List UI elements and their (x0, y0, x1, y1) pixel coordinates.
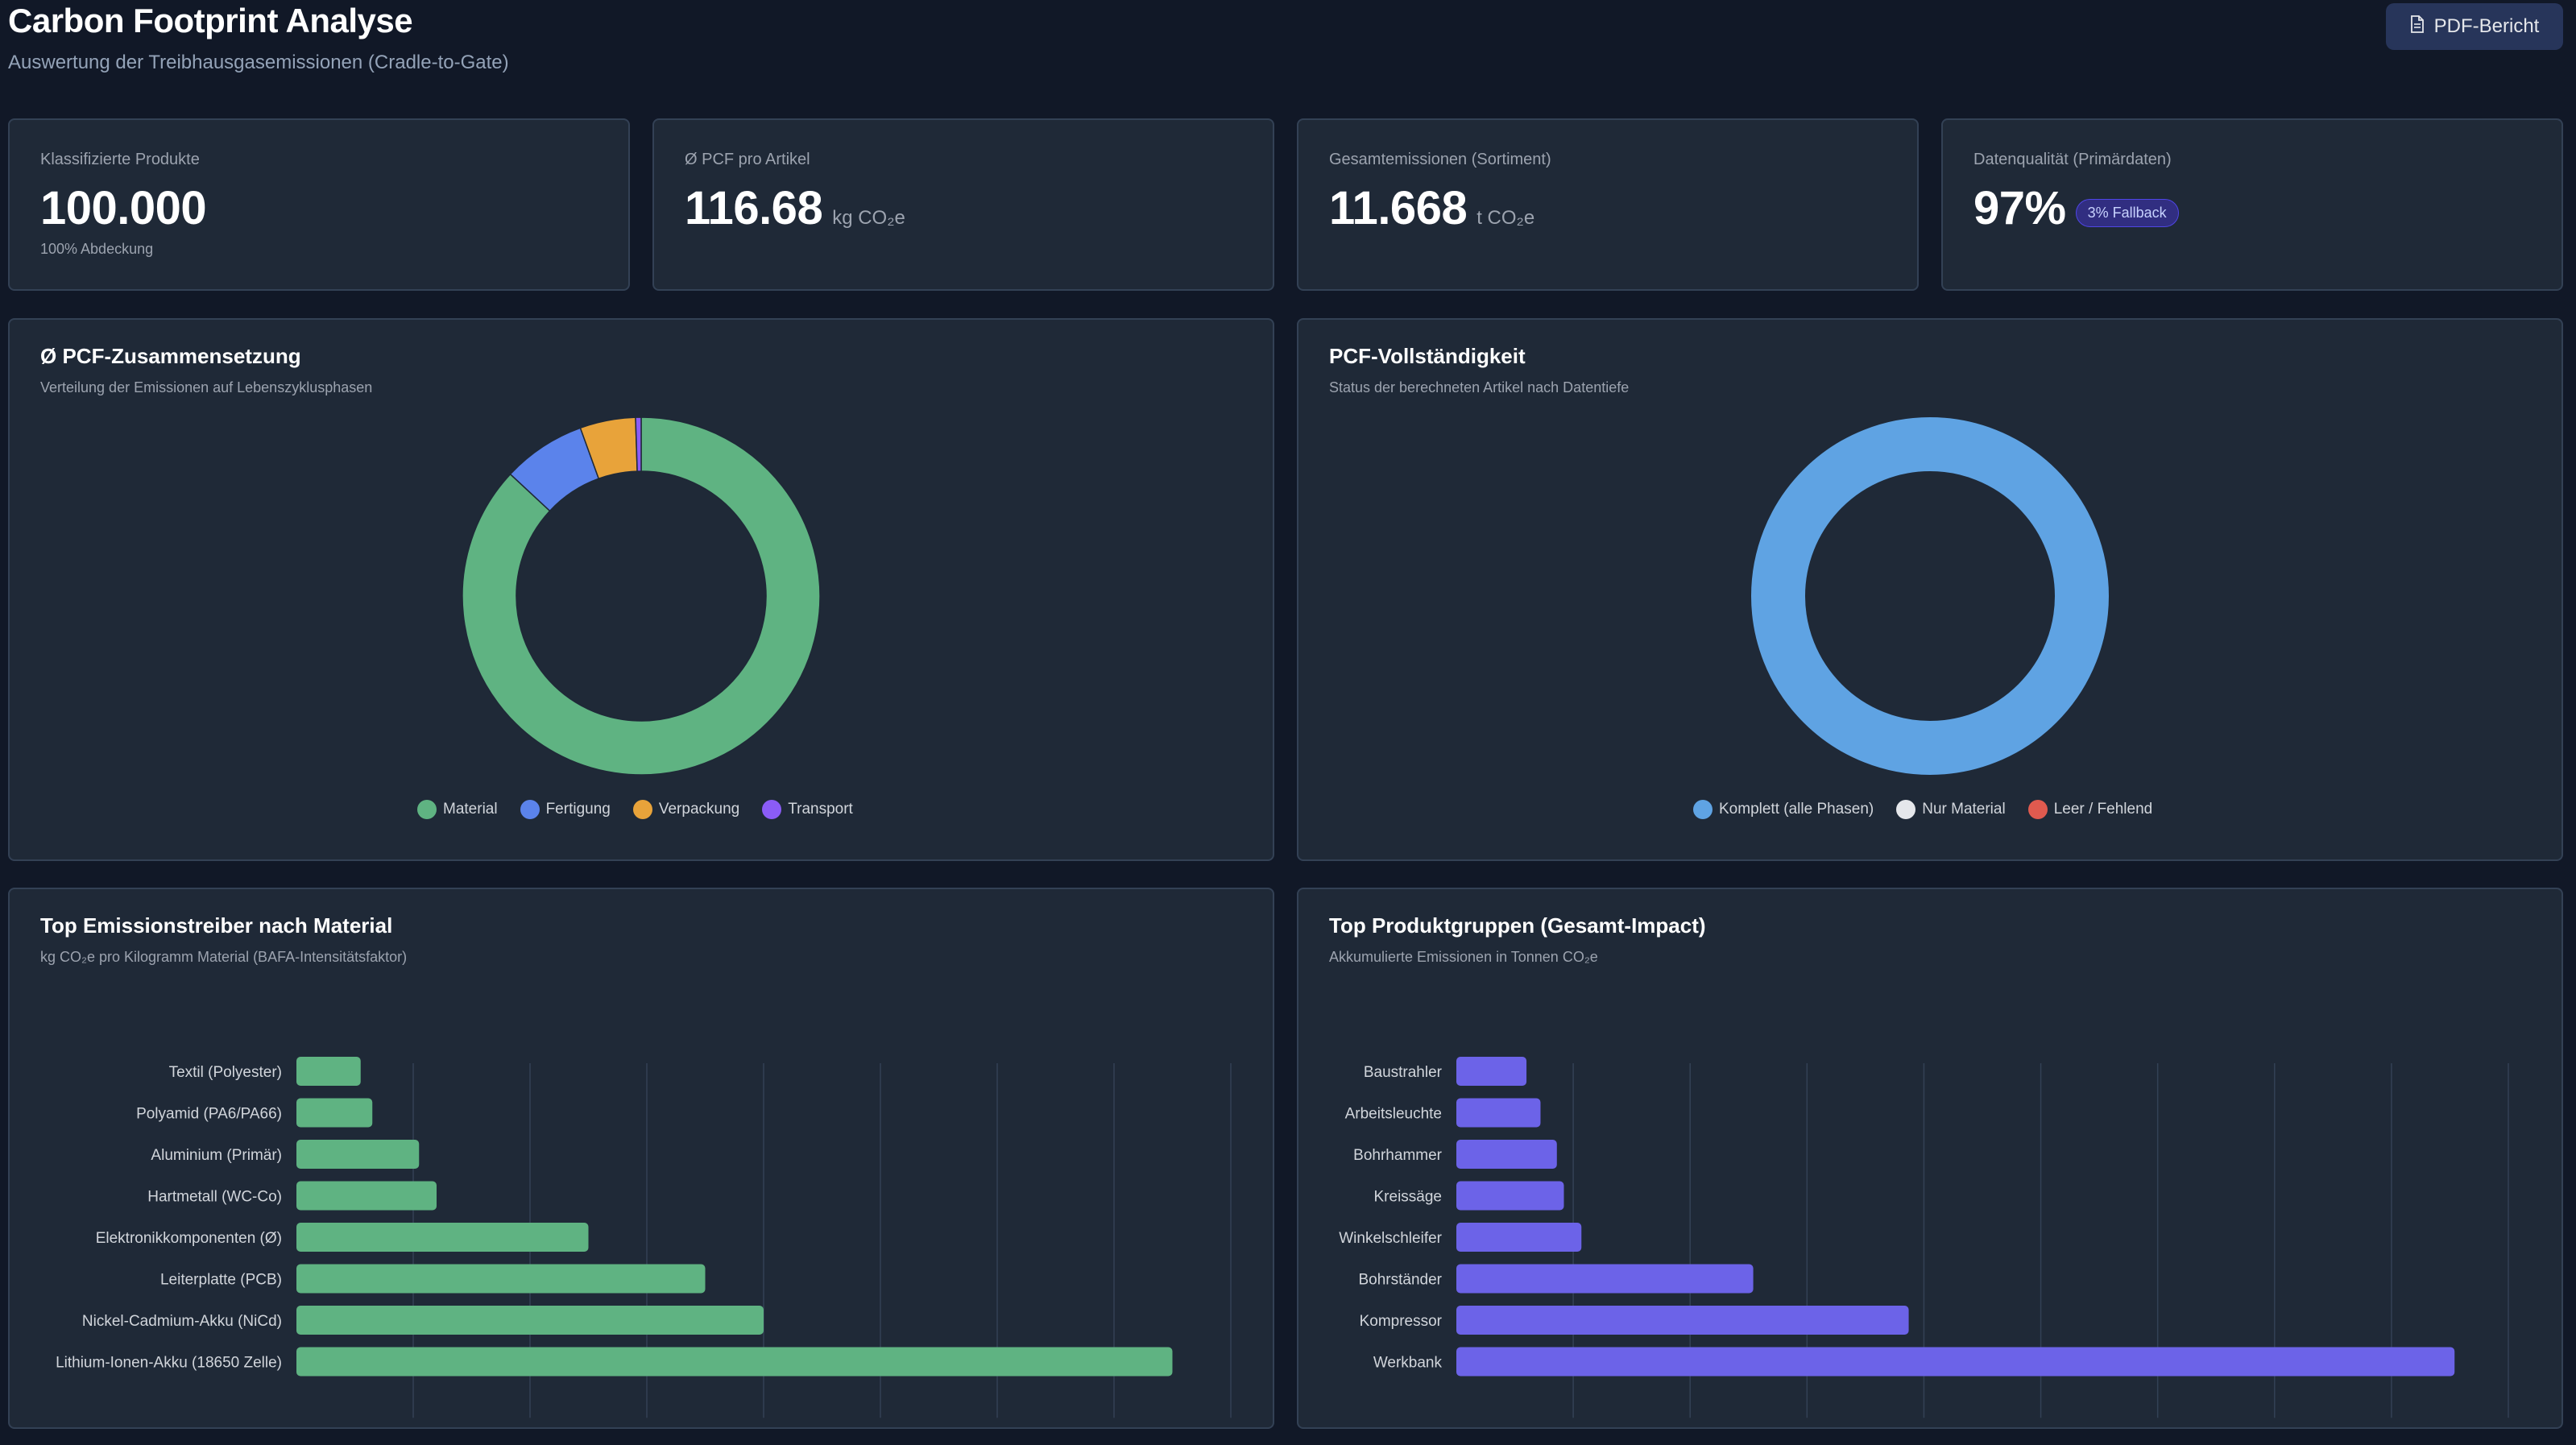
legend-item-material[interactable]: Material (417, 800, 498, 819)
kpi-unit: kg CO₂e (832, 207, 905, 229)
bar (296, 1098, 373, 1128)
kpi-value: 116.68 (685, 182, 823, 234)
bar (296, 1264, 706, 1294)
kpi-value-row: 97% 3% Fallback (1973, 181, 2179, 235)
legend-swatch (632, 800, 652, 819)
bar (1456, 1098, 1541, 1128)
bar (1456, 1181, 1564, 1211)
legend-swatch (1896, 800, 1916, 819)
y-category-label: Aluminium (Primär) (151, 1147, 282, 1164)
y-category-label: Hartmetall (WC-Co) (147, 1189, 282, 1206)
legend-swatch (1693, 800, 1713, 819)
bar (1456, 1264, 1754, 1294)
kpi-card-data-quality: Datenqualität (Primärdaten) 97% 3% Fallb… (1941, 118, 2563, 291)
legend-item-complete[interactable]: Komplett (alle Phasen) (1693, 800, 1874, 819)
kpi-card-products: Klassifizierte Produkte 100.000 100% Abd… (8, 118, 630, 291)
legend-swatch (520, 800, 540, 819)
legend-item-verpackung[interactable]: Verpackung (632, 800, 740, 819)
kpi-value: 100.000 (40, 182, 207, 234)
legend-item-fertigung[interactable]: Fertigung (520, 800, 611, 819)
legend-item-material-only[interactable]: Nur Material (1896, 800, 2006, 819)
legend-label: Transport (788, 801, 853, 818)
legend-swatch (762, 800, 782, 819)
panel-subtitle: Verteilung der Emissionen auf Lebenszykl… (40, 379, 373, 395)
composition-legend: Material Fertigung Verpackung Transport (417, 800, 853, 819)
panel-title: Top Emissionstreiber nach Material (40, 913, 393, 938)
kpi-label: Gesamtemissionen (Sortiment) (1329, 151, 1551, 168)
y-category-label: Winkelschleifer (1339, 1230, 1442, 1247)
panel-subtitle: kg CO₂e pro Kilogramm Material (BAFA-Int… (40, 949, 408, 965)
materials-panel: Top Emissionstreiber nach Material kg CO… (8, 888, 1274, 1429)
kpi-value: 97% (1973, 182, 2066, 234)
completeness-panel: PCF-Vollständigkeit Status der berechnet… (1297, 318, 2563, 861)
bar (1456, 1347, 2455, 1377)
kpi-value: 11.668 (1329, 182, 1468, 234)
bar (296, 1140, 420, 1169)
y-category-label: Kreissäge (1374, 1189, 1443, 1206)
legend-swatch (417, 800, 437, 819)
bar (296, 1181, 437, 1211)
legend-label: Leer / Fehlend (2053, 801, 2153, 818)
kpi-label: Ø PCF pro Artikel (685, 151, 810, 168)
donut-slice-komplett-alle-phasen (1751, 417, 2109, 775)
legend-label: Nur Material (1922, 801, 2006, 818)
legend-item-missing[interactable]: Leer / Fehlend (2027, 800, 2153, 819)
y-category-label: Elektronikkomponenten (Ø) (96, 1230, 282, 1247)
legend-item-transport[interactable]: Transport (762, 800, 853, 819)
legend-label: Material (443, 801, 498, 818)
page-subtitle: Auswertung der Treibhausgasemissionen (C… (8, 52, 509, 73)
materials-bar-chart: 01020304050607080Textil (Polyester)Polya… (56, 1057, 1232, 1418)
fallback-badge: 3% Fallback (2075, 199, 2179, 227)
kpi-label: Datenqualität (Primärdaten) (1973, 151, 2172, 168)
page-title: Carbon Footprint Analyse (8, 2, 413, 39)
bar (1456, 1057, 1527, 1086)
groups-bar-chart: 05001.0001.5002.0002.5003.0003.5004.0004… (1339, 1057, 2509, 1418)
legend-label: Fertigung (545, 801, 611, 818)
kpi-footnote: 100% Abdeckung (40, 241, 154, 257)
donut-slice-material (462, 416, 821, 776)
panel-title: PCF-Vollständigkeit (1329, 344, 1526, 368)
y-category-label: Kompressor (1360, 1313, 1443, 1330)
donut-slice-transport (635, 416, 642, 472)
legend-swatch (2027, 800, 2048, 819)
kpi-value-row: 100.000 (40, 181, 207, 235)
bar (296, 1057, 361, 1086)
y-category-label: Bohrhammer (1353, 1147, 1442, 1164)
pdf-button-label: PDF-Bericht (2433, 15, 2540, 37)
kpi-label: Klassifizierte Produkte (40, 151, 200, 168)
kpi-value-row: 116.68 kg CO₂e (685, 181, 905, 235)
y-category-label: Textil (Polyester) (169, 1064, 282, 1081)
completeness-donut-chart (1751, 417, 2109, 775)
groups-panel: Top Produktgruppen (Gesamt-Impact) Akkum… (1297, 888, 2563, 1429)
y-category-label: Baustrahler (1364, 1064, 1443, 1081)
bar (296, 1347, 1173, 1377)
kpi-card-total-emissions: Gesamtemissionen (Sortiment) 11.668 t CO… (1297, 118, 1919, 291)
document-icon (2410, 14, 2425, 39)
panel-title: Top Produktgruppen (Gesamt-Impact) (1329, 913, 1706, 938)
kpi-card-avg-pcf: Ø PCF pro Artikel 116.68 kg CO₂e (652, 118, 1274, 291)
y-category-label: Leiterplatte (PCB) (160, 1272, 282, 1289)
bar (1456, 1140, 1557, 1169)
bar (1456, 1306, 1909, 1335)
legend-label: Komplett (alle Phasen) (1719, 801, 1874, 818)
y-category-label: Bohrständer (1358, 1272, 1442, 1289)
panel-subtitle: Akkumulierte Emissionen in Tonnen CO₂e (1329, 949, 1598, 965)
kpi-unit: t CO₂e (1476, 207, 1535, 229)
completeness-legend: Komplett (alle Phasen) Nur Material Leer… (1693, 800, 2152, 819)
legend-label: Verpackung (658, 801, 740, 818)
composition-panel: Ø PCF-Zusammensetzung Verteilung der Emi… (8, 318, 1274, 861)
kpi-value-row: 11.668 t CO₂e (1329, 181, 1534, 235)
panel-title: Ø PCF-Zusammensetzung (40, 344, 301, 368)
y-category-label: Polyamid (PA6/PA66) (136, 1106, 282, 1123)
composition-donut-chart (462, 416, 821, 776)
bar (296, 1223, 589, 1252)
pdf-report-button[interactable]: PDF-Bericht (2386, 3, 2563, 50)
bar (296, 1306, 764, 1335)
y-category-label: Arbeitsleuchte (1345, 1106, 1442, 1123)
y-category-label: Lithium-Ionen-Akku (18650 Zelle) (56, 1355, 282, 1372)
panel-subtitle: Status der berechneten Artikel nach Date… (1329, 379, 1630, 395)
y-category-label: Werkbank (1373, 1355, 1443, 1372)
y-category-label: Nickel-Cadmium-Akku (NiCd) (82, 1313, 282, 1330)
bar (1456, 1223, 1582, 1252)
